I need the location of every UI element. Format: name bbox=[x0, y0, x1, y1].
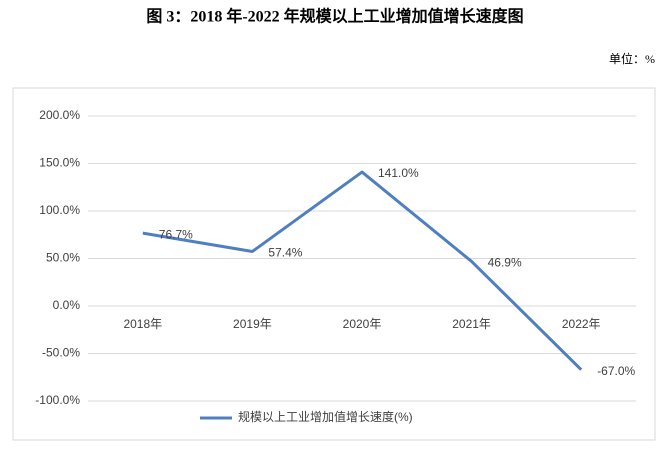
y-tick-label: 150.0% bbox=[39, 156, 80, 170]
data-label: 76.7% bbox=[159, 227, 193, 241]
data-label: 141.0% bbox=[378, 166, 419, 180]
x-tick-label: 2019年 bbox=[233, 317, 272, 331]
data-label: 46.9% bbox=[488, 256, 522, 270]
chart-title: 图 3：2018 年-2022 年规模以上工业增加值增长速度图 bbox=[146, 7, 523, 26]
data-label: -67.0% bbox=[597, 364, 635, 378]
y-tick-label: 100.0% bbox=[39, 203, 80, 217]
x-tick-label: 2020年 bbox=[343, 317, 382, 331]
x-tick-label: 2021年 bbox=[452, 317, 491, 331]
legend-label: 规模以上工业增加值增长速度(%) bbox=[238, 409, 413, 424]
y-tick-label: 0.0% bbox=[53, 298, 81, 312]
data-label: 57.4% bbox=[268, 246, 302, 260]
x-tick-label: 2022年 bbox=[562, 317, 601, 331]
y-tick-label: -50.0% bbox=[42, 346, 80, 360]
y-tick-label: -100.0% bbox=[35, 393, 80, 407]
x-tick-label: 2018年 bbox=[123, 317, 162, 331]
y-tick-label: 50.0% bbox=[46, 251, 80, 265]
data-line bbox=[142, 170, 583, 371]
unit-label: 单位：% bbox=[609, 51, 655, 66]
y-tick-label: 200.0% bbox=[39, 108, 80, 122]
chart-frame bbox=[12, 87, 656, 441]
